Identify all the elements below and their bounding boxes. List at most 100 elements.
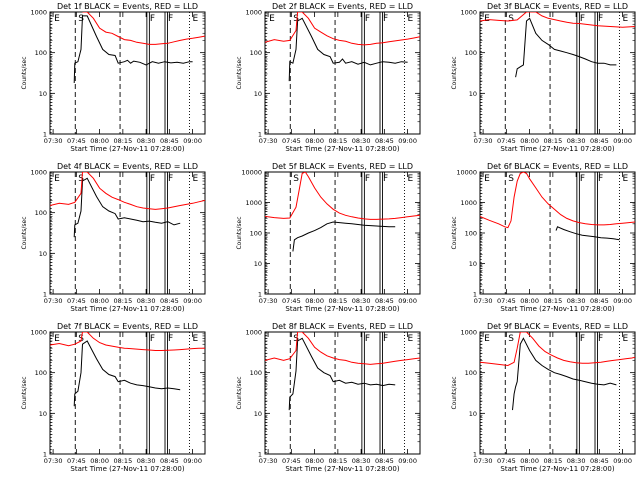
x-tick-label: 08:30 xyxy=(567,137,586,145)
time-marker-label: F xyxy=(365,174,370,184)
x-tick-label: 08:00 xyxy=(90,297,109,305)
y-tick-label: 1000 xyxy=(245,329,262,337)
plot-frame xyxy=(264,11,421,135)
plot-frame xyxy=(479,331,636,455)
x-tick-label: 08:45 xyxy=(160,137,179,145)
x-tick-label: 08:15 xyxy=(543,297,562,305)
y-axis-label: Counts/sec xyxy=(236,376,243,409)
time-marker-label: E xyxy=(484,14,490,24)
panel-title: Det 6f BLACK = Events, RED = LLD xyxy=(487,162,628,171)
y-tick-label: 1000 xyxy=(460,9,477,17)
time-marker-label: F xyxy=(168,334,173,344)
panel-title: Det 1f BLACK = Events, RED = LLD xyxy=(57,2,198,11)
time-marker-label: E xyxy=(484,174,490,184)
time-marker-label: F xyxy=(383,14,388,24)
time-marker-label: S xyxy=(508,14,514,24)
events-series-line xyxy=(73,15,193,84)
y-tick-label: 10 xyxy=(39,410,47,418)
x-tick-label: 07:30 xyxy=(44,137,63,145)
panel-det-6: Det 6f BLACK = Events, RED = LLD 1 10 100 10… xyxy=(451,162,636,313)
panel-det-7: Det 7f BLACK = Events, RED = LLD 1 10 100 10… xyxy=(21,322,206,473)
time-marker-label: F xyxy=(168,14,173,24)
x-tick-label: 08:30 xyxy=(137,457,156,465)
y-tick-label: 100 xyxy=(465,49,477,57)
lld-series-line xyxy=(50,332,205,351)
time-marker-label: E xyxy=(54,334,60,344)
y-axis-label: Counts/sec xyxy=(451,376,458,409)
x-tick-label: 08:15 xyxy=(543,137,562,145)
time-marker-label: F xyxy=(580,174,585,184)
x-tick-label: 08:45 xyxy=(375,137,394,145)
x-tick-label: 09:00 xyxy=(183,297,202,305)
x-tick-label: 07:45 xyxy=(282,297,301,305)
x-tick-label: 08:45 xyxy=(160,457,179,465)
panel-det-5: Det 5f BLACK = Events, RED = LLD 1 10 100 10… xyxy=(236,162,421,313)
time-marker-label: E xyxy=(484,334,490,344)
y-tick-label: 10 xyxy=(254,410,262,418)
time-marker-label: E xyxy=(269,14,275,24)
events-series-line xyxy=(512,337,617,411)
x-axis-label: Start Time (27-Nov-11 07:28:00) xyxy=(500,465,614,473)
x-tick-label: 09:00 xyxy=(183,137,202,145)
lld-series-line xyxy=(265,332,420,365)
x-tick-label: 08:30 xyxy=(567,457,586,465)
time-marker-label: F xyxy=(598,14,603,24)
x-tick-label: 07:45 xyxy=(67,137,86,145)
lld-series-line xyxy=(50,172,205,210)
x-tick-label: 08:00 xyxy=(305,457,324,465)
y-axis-label: Counts/sec xyxy=(21,216,28,249)
x-tick-label: 07:45 xyxy=(67,457,86,465)
x-tick-label: 09:00 xyxy=(398,137,417,145)
y-tick-label: 100 xyxy=(35,49,47,57)
time-marker-label: F xyxy=(598,174,603,184)
x-tick-label: 09:00 xyxy=(398,297,417,305)
panel-title: Det 5f BLACK = Events, RED = LLD xyxy=(272,162,413,171)
panel-title: Det 7f BLACK = Events, RED = LLD xyxy=(57,322,198,331)
time-marker-label: E xyxy=(623,14,629,24)
x-tick-label: 08:45 xyxy=(375,297,394,305)
y-tick-label: 1000 xyxy=(245,199,262,207)
plot-frame xyxy=(264,331,421,455)
y-tick-label: 10 xyxy=(39,90,47,98)
time-marker-label: F xyxy=(168,174,173,184)
panel-title: Det 3f BLACK = Events, RED = LLD xyxy=(487,2,628,11)
x-tick-label: 08:30 xyxy=(352,297,371,305)
lld-series-line xyxy=(480,332,635,367)
y-tick-label: 1 xyxy=(473,131,477,139)
y-tick-label: 1 xyxy=(258,451,262,459)
y-tick-label: 10 xyxy=(469,90,477,98)
x-tick-label: 08:15 xyxy=(113,297,132,305)
time-marker-label: F xyxy=(365,14,370,24)
y-tick-label: 1 xyxy=(43,131,47,139)
x-tick-label: 08:15 xyxy=(113,457,132,465)
time-marker-label: S xyxy=(508,174,514,184)
time-marker-label: F xyxy=(150,14,155,24)
y-tick-label: 10000 xyxy=(241,169,262,177)
x-tick-label: 07:30 xyxy=(474,137,493,145)
x-tick-label: 08:00 xyxy=(90,137,109,145)
y-tick-label: 1000 xyxy=(30,9,47,17)
x-tick-label: 08:30 xyxy=(137,297,156,305)
x-tick-label: 08:15 xyxy=(543,457,562,465)
y-tick-label: 100 xyxy=(35,369,47,377)
events-series-line xyxy=(292,221,396,252)
y-tick-label: 1000 xyxy=(30,169,47,177)
time-marker-label: E xyxy=(193,174,199,184)
x-tick-label: 08:15 xyxy=(328,137,347,145)
x-tick-label: 08:00 xyxy=(305,137,324,145)
y-tick-label: 10 xyxy=(39,250,47,258)
y-tick-label: 1000 xyxy=(460,199,477,207)
x-tick-label: 09:00 xyxy=(613,137,632,145)
y-tick-label: 10 xyxy=(469,410,477,418)
x-tick-label: 07:30 xyxy=(259,297,278,305)
y-tick-label: 10 xyxy=(254,260,262,268)
time-marker-label: E xyxy=(54,14,60,24)
events-series-line xyxy=(515,17,617,78)
x-tick-label: 07:30 xyxy=(474,297,493,305)
y-tick-label: 1000 xyxy=(30,329,47,337)
panel-title: Det 2f BLACK = Events, RED = LLD xyxy=(272,2,413,11)
x-tick-label: 08:15 xyxy=(328,297,347,305)
x-tick-label: 08:30 xyxy=(352,457,371,465)
plot-frame xyxy=(479,11,636,135)
